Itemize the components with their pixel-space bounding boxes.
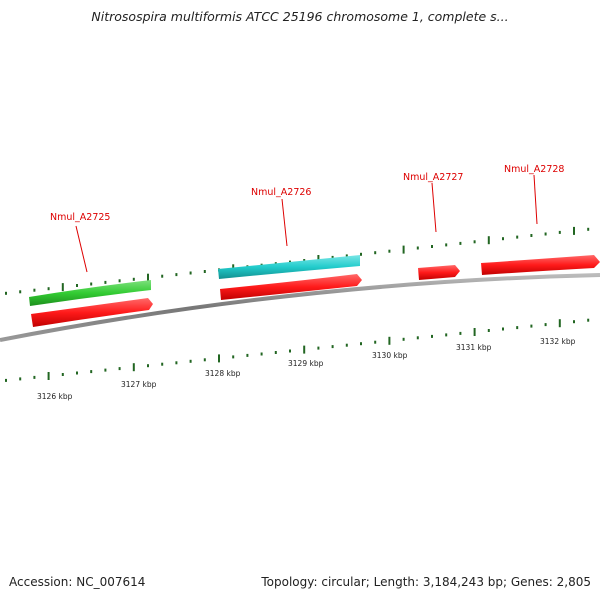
gene-arrow-Nmul_A2725[interactable]	[31, 298, 153, 327]
scale-labels: 3126 kbp 3127 kbp 3128 kbp 3129 kbp 3130…	[37, 337, 576, 401]
chromosome-backbone	[0, 273, 600, 342]
leader-Nmul_A2725	[75, 225, 88, 273]
tick-row-lower	[5, 318, 590, 382]
tick-label-3126: 3126 kbp	[37, 392, 73, 401]
tick-label-3132: 3132 kbp	[540, 337, 576, 346]
gene-label-Nmul_A2727[interactable]: Nmul_A2727	[403, 172, 463, 183]
gene-label-Nmul_A2728[interactable]: Nmul_A2728	[504, 164, 564, 175]
map-title: Nitrosospira multiformis ATCC 25196 chro…	[91, 9, 509, 24]
feature-cyan-bar[interactable]	[218, 255, 360, 279]
accession-text: Accession: NC_007614	[9, 575, 146, 589]
genome-summary-text: Topology: circular; Length: 3,184,243 bp…	[261, 575, 591, 589]
gene-label-Nmul_A2725[interactable]: Nmul_A2725	[50, 212, 110, 223]
tick-label-3127: 3127 kbp	[121, 380, 157, 389]
tick-label-3130: 3130 kbp	[372, 351, 408, 360]
tick-label-3129: 3129 kbp	[288, 359, 324, 368]
gene-arrow-Nmul_A2727[interactable]	[418, 265, 460, 280]
leader-Nmul_A2726	[281, 198, 288, 247]
leader-Nmul_A2728	[533, 174, 538, 225]
gene-label-Nmul_A2726[interactable]: Nmul_A2726	[251, 187, 311, 198]
feature-green-bar[interactable]	[29, 280, 151, 306]
tick-label-3131: 3131 kbp	[456, 343, 492, 352]
tick-label-3128: 3128 kbp	[205, 369, 241, 378]
leader-Nmul_A2727	[431, 182, 437, 233]
gene-arrow-Nmul_A2728[interactable]	[481, 255, 600, 275]
gene-arrow-Nmul_A2726[interactable]	[220, 274, 362, 300]
